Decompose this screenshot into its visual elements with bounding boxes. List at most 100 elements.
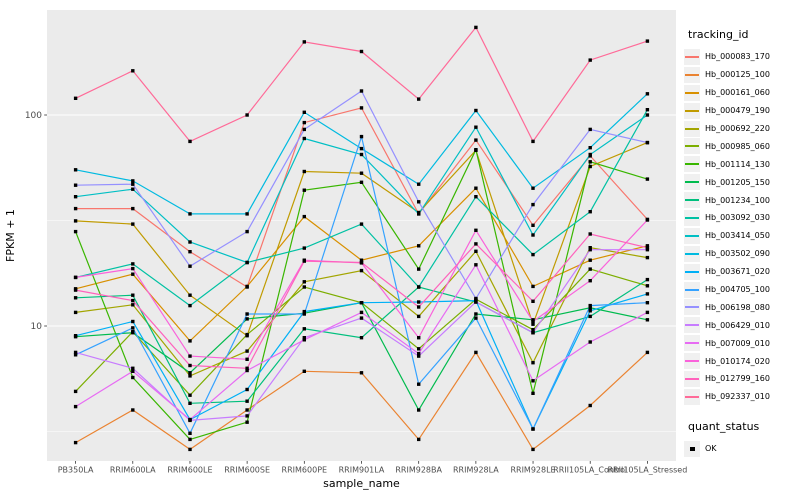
legend-item-Hb_000161_060: Hb_000161_060 [684,84,798,102]
data-point [531,328,535,332]
data-point [645,255,650,260]
data-point [73,440,78,445]
data-point [588,403,592,408]
data-point [188,139,192,144]
legend-label: Hb_012799_160 [705,374,770,384]
data-point [188,354,192,358]
data-point [188,447,192,452]
legend-items: Hb_000083_170 Hb_000125_100 Hb_000161_060 H… [684,48,798,406]
legend-item-Hb_003414_050: Hb_003414_050 [684,227,798,245]
data-point [302,309,306,314]
legend-item-Hb_006429_010: Hb_006429_010 [684,316,798,334]
legend-line-swatch-icon [685,163,699,166]
data-point [359,89,364,93]
data-point [73,195,78,199]
data-point [302,369,306,373]
data-point [531,319,535,324]
legend-title-quant-status: quant_status [688,419,760,433]
data-point [131,272,135,276]
data-point [188,401,192,405]
data-point [588,258,592,262]
data-point [131,408,135,412]
data-point [131,262,135,266]
data-point [417,437,421,442]
data-point [474,186,478,190]
data-point [302,110,306,114]
legend-label: Hb_000161_060 [705,88,770,98]
data-point [302,120,306,125]
data-point [359,336,364,340]
legend-line-swatch-icon [685,73,699,76]
data-point [359,268,364,273]
data-point [302,188,306,192]
legend-line-swatch-icon [685,234,699,237]
legend-line-swatch-icon [685,199,699,202]
data-point [131,222,135,226]
data-point [131,303,135,307]
data-point [474,108,478,113]
data-point [73,219,78,223]
data-point [474,148,478,152]
data-point [73,353,78,357]
data-point [73,389,78,394]
data-point [359,260,364,265]
legend-key [684,281,700,298]
legend-line-swatch-icon [685,377,699,380]
y-axis-title: FPKM + 1 [4,209,17,262]
data-point [131,179,135,183]
data-point [359,222,364,226]
quant-status-key [684,440,700,457]
legend-key [684,192,700,209]
data-point [302,312,306,316]
data-point [359,180,364,184]
x-tick-label: RRII105LA_Control [553,466,627,475]
legend-line-swatch-icon [685,181,699,184]
data-point [531,139,535,144]
legend-label: Hb_001114_130 [705,159,770,169]
legend-line-swatch-icon [685,55,699,58]
data-point [188,293,192,297]
data-point [131,298,135,303]
data-point [645,218,650,222]
data-point [417,182,421,186]
data-point [645,113,650,117]
data-point [531,252,535,257]
data-point [359,316,364,320]
data-point [531,202,535,207]
data-point [131,319,135,324]
data-point [531,299,535,303]
data-point [245,332,249,337]
legend-key [684,245,700,262]
data-point [73,206,78,211]
data-point [245,368,249,373]
data-point [245,357,249,361]
data-point [474,228,478,232]
data-point [474,312,478,316]
data-point [417,285,421,289]
legend-item-Hb_007009_010: Hb_007009_010 [684,334,798,352]
legend-item-Hb_003671_020: Hb_003671_020 [684,263,798,281]
data-point [645,140,650,145]
data-point [131,331,135,335]
data-point [245,399,249,403]
data-point [73,275,78,280]
data-point [131,293,135,297]
data-point [302,338,306,342]
data-point [645,301,650,305]
data-point [73,350,78,355]
legend-label: Hb_003671_020 [705,267,770,277]
data-point [531,223,535,227]
data-point [302,336,306,340]
data-point [359,49,364,54]
data-point [531,379,535,383]
data-point [588,210,592,214]
data-point [531,391,535,395]
data-point [645,292,650,296]
data-point [73,310,78,315]
data-point [645,246,650,250]
data-point [302,214,306,219]
data-point [645,277,650,282]
data-point [302,136,306,141]
data-point [645,350,650,355]
data-point [359,106,364,110]
